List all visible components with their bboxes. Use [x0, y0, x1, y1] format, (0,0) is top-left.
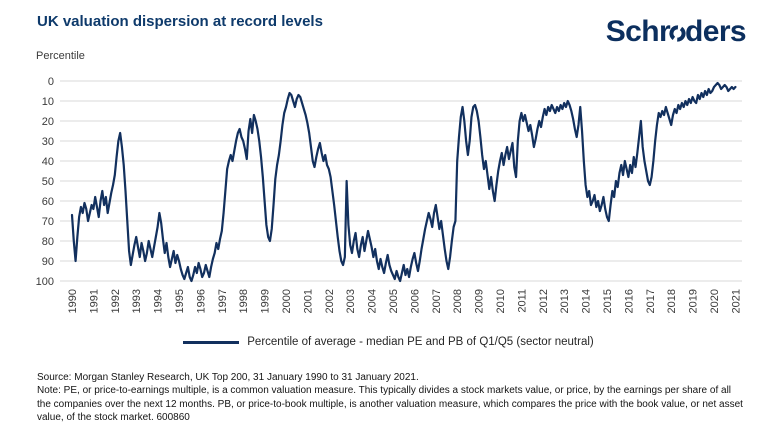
svg-text:50: 50 [42, 176, 54, 188]
svg-text:90: 90 [42, 256, 54, 268]
svg-text:1996: 1996 [195, 289, 207, 313]
y-axis-tick-labels: 0 10 20 30 40 50 60 70 80 90 100 [36, 76, 54, 288]
svg-text:1998: 1998 [238, 289, 250, 313]
svg-text:2012: 2012 [538, 289, 550, 313]
svg-text:1999: 1999 [260, 289, 272, 313]
svg-text:60: 60 [42, 196, 54, 208]
svg-text:30: 30 [42, 136, 54, 148]
svg-text:2021: 2021 [730, 289, 742, 313]
svg-text:2002: 2002 [324, 289, 336, 313]
svg-text:2013: 2013 [559, 289, 571, 313]
legend-line-swatch [183, 340, 240, 344]
svg-text:1994: 1994 [153, 289, 165, 313]
svg-text:2001: 2001 [302, 289, 314, 313]
svg-text:2014: 2014 [581, 289, 593, 313]
svg-text:2009: 2009 [474, 289, 486, 313]
x-axis-tick-labels: 1990 1991 1992 1993 1994 1995 1996 1997 1998 1999… [67, 289, 742, 313]
svg-text:0: 0 [48, 76, 54, 88]
svg-text:70: 70 [42, 216, 54, 228]
legend-label: Percentile of average - median PE and PB… [247, 336, 594, 348]
svg-text:1995: 1995 [174, 289, 186, 313]
percentile-series-line [70, 81, 737, 283]
svg-text:2016: 2016 [623, 289, 635, 313]
svg-text:2004: 2004 [367, 289, 379, 313]
svg-text:80: 80 [42, 236, 54, 248]
svg-text:2007: 2007 [431, 289, 443, 313]
svg-text:2000: 2000 [281, 289, 293, 313]
svg-text:1992: 1992 [110, 289, 122, 313]
brand-logo-text-pre: Schr [605, 15, 671, 48]
svg-text:2020: 2020 [709, 289, 721, 313]
gridlines [60, 80, 742, 282]
svg-text:1997: 1997 [217, 289, 229, 313]
svg-text:1993: 1993 [131, 289, 143, 313]
svg-text:20: 20 [42, 116, 54, 128]
svg-text:100: 100 [36, 276, 54, 288]
svg-text:2005: 2005 [388, 289, 400, 313]
svg-text:2010: 2010 [495, 289, 507, 313]
svg-text:2006: 2006 [409, 289, 421, 313]
brand-logo: Schr ders [605, 15, 747, 49]
svg-text:2008: 2008 [452, 289, 464, 313]
svg-text:1991: 1991 [88, 289, 100, 313]
source-note: Source: Morgan Stanley Research, UK Top … [37, 372, 419, 383]
svg-text:40: 40 [42, 156, 54, 168]
svg-text:2019: 2019 [688, 289, 700, 313]
y-axis-title: Percentile [36, 50, 85, 62]
svg-text:2018: 2018 [666, 289, 678, 313]
definition-note: Note: PE, or price-to-earnings multiple,… [37, 385, 743, 423]
chart-legend: Percentile of average - median PE and PB… [0, 336, 777, 348]
svg-text:2011: 2011 [516, 289, 528, 313]
svg-text:2017: 2017 [645, 289, 657, 313]
svg-text:10: 10 [42, 96, 54, 108]
schroders-o-icon [669, 25, 686, 42]
page-title: UK valuation dispersion at record levels [37, 13, 323, 30]
svg-text:1990: 1990 [67, 289, 79, 313]
footnotes: Source: Morgan Stanley Research, UK Top … [37, 371, 745, 424]
svg-text:2003: 2003 [345, 289, 357, 313]
svg-text:2015: 2015 [602, 289, 614, 313]
brand-logo-text-post: ders [685, 15, 747, 48]
